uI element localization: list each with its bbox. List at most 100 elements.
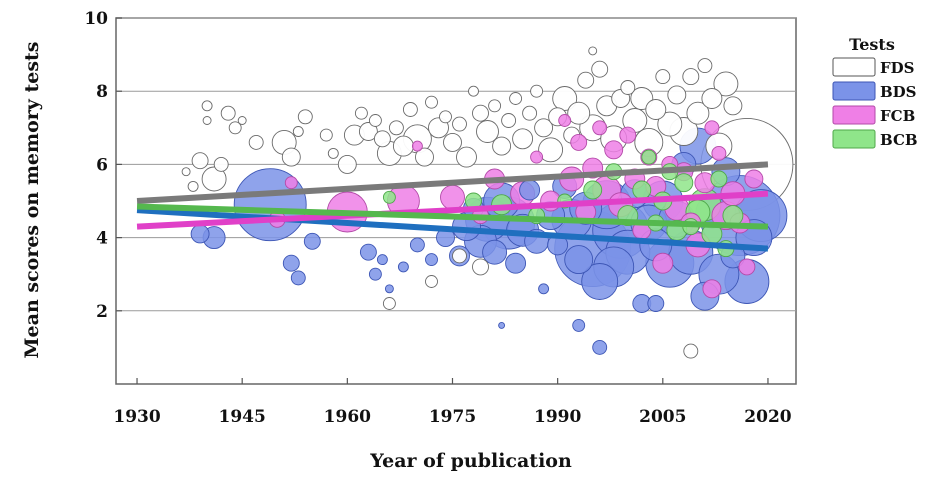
- bubble-fcb: [619, 126, 637, 144]
- bubble-fds: [645, 99, 667, 120]
- bubble-fds: [368, 114, 382, 127]
- trend-line-bcb: [136, 203, 769, 230]
- bubble-fds: [281, 147, 301, 167]
- bubble-fds: [201, 100, 213, 112]
- bubble-fds: [452, 248, 467, 264]
- bubble-bds: [359, 243, 377, 261]
- bubble-bds: [505, 252, 527, 274]
- bubble-fds: [512, 128, 534, 150]
- y-axis-ticks: 2 4 6 8 10: [84, 9, 122, 322]
- x-axis-ticks: 1930 1945 1960 1975 1990 2005 2020: [113, 378, 792, 427]
- bubble-bds: [376, 254, 388, 266]
- bubble-bds: [282, 254, 300, 272]
- y-tick-label: 2: [96, 302, 108, 322]
- bubble-bds: [482, 239, 508, 265]
- bubble-fcb: [284, 176, 298, 190]
- bubble-fcb: [592, 120, 608, 136]
- y-axis-title: Mean scores on memory tests: [21, 42, 43, 359]
- bubble-fds: [452, 116, 467, 132]
- bubble-fds: [697, 58, 713, 74]
- bubble-bds: [572, 318, 586, 332]
- bubble-fds: [297, 109, 313, 125]
- x-tick-label: 1975: [429, 407, 476, 427]
- x-tick-label: 1960: [324, 407, 371, 427]
- y-tick-label: 10: [84, 9, 108, 29]
- y-tick-label: 4: [96, 229, 108, 249]
- bubble-fds: [683, 343, 699, 359]
- bubble-fds: [220, 105, 236, 121]
- bubble-bds: [190, 224, 210, 244]
- bubble-fcb: [440, 184, 465, 210]
- bubble-bds: [290, 270, 306, 286]
- bubble-fcb: [570, 133, 588, 151]
- bubble-fds: [701, 88, 723, 109]
- bubble-fds: [509, 92, 523, 105]
- bubble-bds: [409, 237, 425, 253]
- legend-entries: FDS BDS FCB BCB: [832, 57, 918, 149]
- bubble-fds: [686, 101, 710, 125]
- bubble-fds: [530, 84, 544, 98]
- bubble-bds: [397, 261, 409, 273]
- legend-label-fcb: FCB: [880, 107, 915, 125]
- bubble-fds: [472, 104, 489, 122]
- bubble-fds: [181, 167, 191, 177]
- bubble-fds: [723, 96, 743, 116]
- legend: Tests FDS BDS FCB BCB: [832, 35, 918, 149]
- bubble-fds: [538, 137, 564, 163]
- trend-line-bds: [136, 207, 769, 252]
- bubble-fds: [655, 69, 671, 85]
- legend-swatch-bcb: [832, 129, 876, 149]
- x-tick-label: 1990: [534, 407, 581, 427]
- bubble-fds: [713, 71, 739, 97]
- bubble-fds: [476, 120, 499, 143]
- bubble-fds: [488, 99, 502, 113]
- bubble-fcb: [652, 252, 674, 274]
- bubble-bds: [384, 284, 394, 294]
- bubble-fds: [237, 116, 247, 125]
- bubble-fcb: [704, 120, 720, 136]
- y-tick-label: 6: [96, 155, 108, 175]
- bubble-fds: [248, 134, 264, 150]
- bubble-bds: [647, 295, 665, 312]
- bubble-bds: [564, 245, 594, 275]
- bubble-fds: [201, 166, 227, 192]
- bubble-fcb: [738, 258, 756, 276]
- bubble-fds: [468, 85, 479, 97]
- bubble-fds: [337, 154, 357, 174]
- trend-line-fcb: [136, 190, 769, 230]
- bubble-fds: [620, 80, 636, 95]
- bubble-fcb: [411, 140, 423, 152]
- bubble-fds: [552, 86, 578, 111]
- bubble-fds: [522, 105, 538, 121]
- bubble-fds: [501, 113, 517, 128]
- bubble-fds: [202, 116, 212, 125]
- bubble-fds: [191, 152, 209, 170]
- bubble-layer: [181, 46, 794, 359]
- x-tick-label: 2005: [639, 407, 686, 427]
- bubble-fds: [187, 180, 199, 192]
- bubble-bds: [581, 263, 619, 300]
- bubble-fcb: [702, 279, 722, 299]
- bubble-fds: [657, 111, 683, 137]
- bubble-fds: [591, 60, 609, 78]
- bubble-bcb: [641, 149, 657, 165]
- x-tick-label: 1930: [113, 407, 160, 427]
- bubble-fds: [402, 102, 418, 117]
- trend-lines: [136, 161, 769, 252]
- bubble-fds: [567, 101, 591, 125]
- bubble-bds: [368, 267, 382, 281]
- bubble-bds: [498, 321, 506, 329]
- bubble-bcb: [583, 180, 603, 200]
- legend-swatch-fds: [832, 57, 876, 77]
- bubble-fds: [577, 71, 595, 89]
- bubble-fds: [682, 68, 700, 86]
- legend-title: Tests: [849, 35, 895, 54]
- legend-label-bds: BDS: [880, 83, 917, 101]
- bubble-fds: [472, 258, 489, 276]
- x-tick-label: 2020: [744, 407, 791, 427]
- bubble-fds: [354, 106, 368, 120]
- bubble-bds: [519, 179, 541, 201]
- bubble-fds: [492, 136, 512, 156]
- bubble-fcb: [558, 114, 572, 127]
